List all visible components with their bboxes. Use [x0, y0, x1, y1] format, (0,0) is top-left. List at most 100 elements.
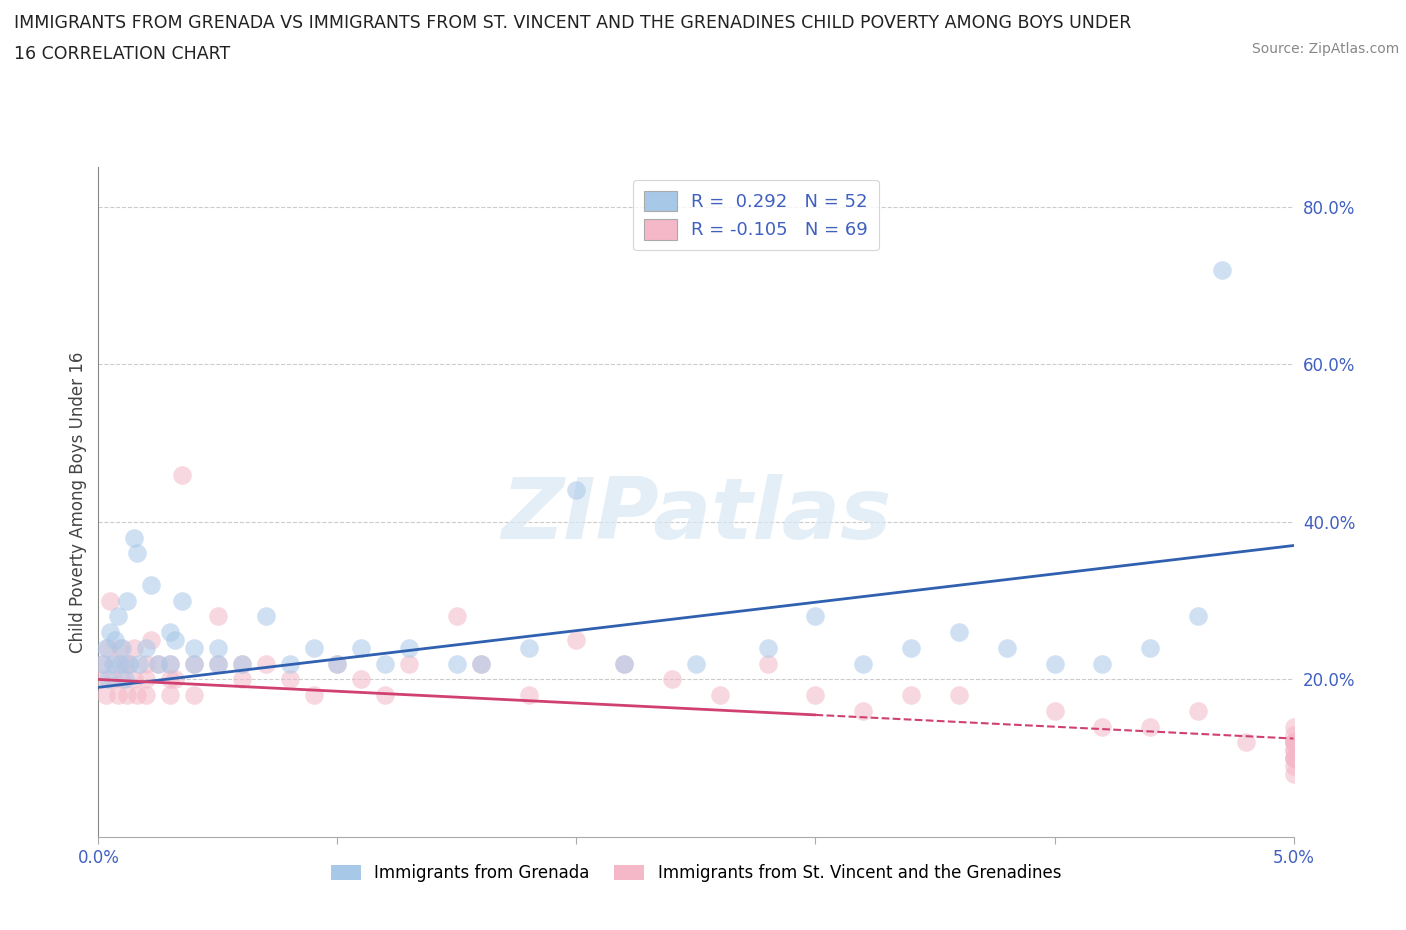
Point — [1282, 735, 1305, 750]
Point — [446, 657, 468, 671]
Point — [1043, 657, 1066, 671]
Point — [231, 657, 253, 671]
Point — [1187, 703, 1209, 718]
Point — [470, 657, 492, 671]
Point — [900, 641, 922, 656]
Point — [108, 641, 131, 656]
Point — [148, 657, 170, 671]
Point — [94, 688, 117, 703]
Point — [1139, 719, 1161, 734]
Point — [159, 657, 181, 671]
Point — [115, 593, 138, 608]
Legend: Immigrants from Grenada, Immigrants from St. Vincent and the Grenadines: Immigrants from Grenada, Immigrants from… — [323, 857, 1069, 889]
Point — [398, 657, 420, 671]
Point — [124, 530, 146, 545]
Point — [1282, 719, 1305, 734]
Point — [114, 672, 136, 687]
Point — [101, 657, 124, 671]
Point — [104, 657, 127, 671]
Point — [111, 641, 134, 656]
Point — [91, 657, 114, 671]
Point — [125, 688, 148, 703]
Point — [98, 625, 122, 640]
Point — [756, 641, 779, 656]
Point — [207, 657, 229, 671]
Point — [374, 688, 396, 703]
Point — [118, 657, 141, 671]
Point — [254, 657, 277, 671]
Point — [1282, 743, 1305, 758]
Point — [135, 641, 157, 656]
Point — [207, 609, 229, 624]
Point — [1282, 735, 1305, 750]
Point — [756, 657, 779, 671]
Point — [565, 632, 588, 647]
Point — [135, 657, 157, 671]
Point — [148, 657, 170, 671]
Point — [1282, 743, 1305, 758]
Point — [172, 593, 194, 608]
Point — [1282, 759, 1305, 774]
Point — [97, 641, 120, 656]
Point — [115, 688, 138, 703]
Point — [163, 632, 186, 647]
Point — [995, 641, 1018, 656]
Text: IMMIGRANTS FROM GRENADA VS IMMIGRANTS FROM ST. VINCENT AND THE GRENADINES CHILD : IMMIGRANTS FROM GRENADA VS IMMIGRANTS FR… — [14, 14, 1132, 32]
Point — [302, 641, 325, 656]
Point — [108, 657, 131, 671]
Point — [852, 703, 875, 718]
Point — [278, 657, 301, 671]
Point — [613, 657, 636, 671]
Point — [98, 593, 122, 608]
Point — [135, 688, 157, 703]
Point — [900, 688, 922, 703]
Point — [254, 609, 277, 624]
Point — [374, 657, 396, 671]
Point — [111, 672, 134, 687]
Point — [91, 657, 114, 671]
Point — [1282, 735, 1305, 750]
Point — [125, 546, 148, 561]
Point — [326, 657, 349, 671]
Point — [118, 657, 141, 671]
Point — [948, 688, 970, 703]
Point — [114, 657, 136, 671]
Point — [159, 625, 181, 640]
Point — [1043, 703, 1066, 718]
Point — [207, 657, 229, 671]
Point — [94, 641, 117, 656]
Point — [517, 688, 540, 703]
Point — [97, 672, 120, 687]
Point — [163, 672, 186, 687]
Point — [1091, 657, 1114, 671]
Text: ZIPatlas: ZIPatlas — [501, 474, 891, 557]
Point — [1187, 609, 1209, 624]
Point — [1282, 766, 1305, 781]
Point — [159, 672, 181, 687]
Point — [1282, 727, 1305, 742]
Point — [565, 483, 588, 498]
Point — [804, 688, 827, 703]
Point — [804, 609, 827, 624]
Point — [1234, 735, 1257, 750]
Point — [183, 688, 205, 703]
Point — [350, 641, 373, 656]
Point — [183, 657, 205, 671]
Point — [128, 657, 150, 671]
Point — [709, 688, 731, 703]
Point — [107, 609, 129, 624]
Point — [350, 672, 373, 687]
Point — [326, 657, 349, 671]
Point — [90, 672, 112, 687]
Point — [139, 632, 162, 647]
Point — [470, 657, 492, 671]
Point — [101, 672, 124, 687]
Point — [159, 657, 181, 671]
Point — [852, 657, 875, 671]
Point — [1139, 641, 1161, 656]
Point — [1282, 751, 1305, 765]
Point — [172, 467, 194, 482]
Point — [948, 625, 970, 640]
Point — [278, 672, 301, 687]
Point — [159, 688, 181, 703]
